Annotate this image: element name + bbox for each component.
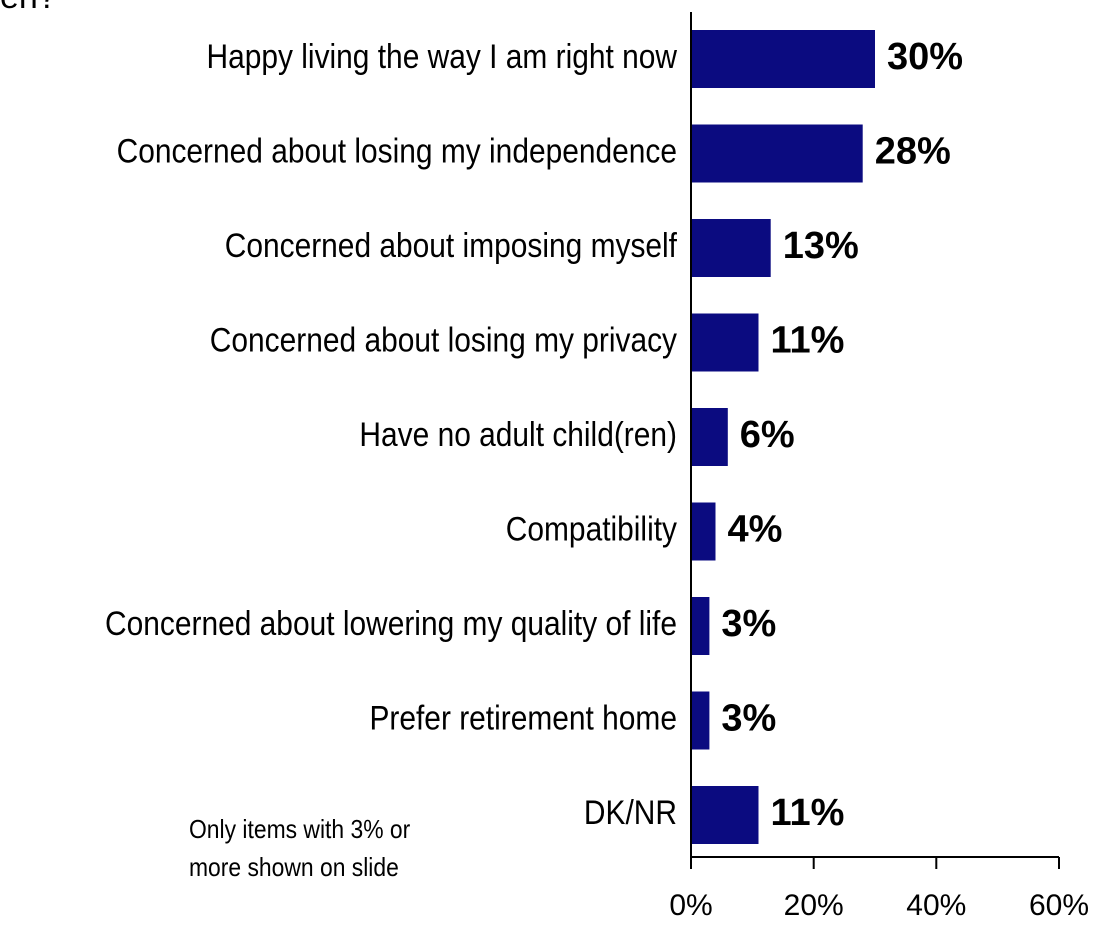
data-label: 3%	[721, 698, 776, 740]
data-label: 30%	[887, 36, 963, 78]
data-label: 11%	[771, 320, 845, 362]
data-label: 28%	[875, 131, 951, 173]
x-tick-label: 60%	[1029, 889, 1089, 922]
category-label: Compatibility	[506, 510, 677, 548]
data-label: 4%	[728, 509, 783, 551]
category-label: DK/NR	[584, 793, 677, 831]
category-label: Prefer retirement home	[369, 699, 677, 737]
bar	[691, 691, 710, 750]
category-label: Concerned about losing my privacy	[210, 321, 677, 359]
bar	[691, 313, 759, 372]
x-tick-label: 40%	[906, 889, 966, 922]
data-label: 13%	[783, 225, 859, 267]
chart-title-fragment: en?	[0, 0, 57, 17]
data-label: 3%	[721, 603, 776, 645]
data-label: 6%	[740, 414, 795, 456]
category-label: Concerned about losing my independence	[117, 132, 677, 170]
bar	[691, 408, 728, 466]
data-label: 11%	[771, 792, 845, 834]
category-label: Have no adult child(ren)	[359, 415, 677, 453]
bar	[691, 124, 863, 183]
bar	[691, 597, 710, 655]
chart-footnote: Only items with 3% or more shown on slid…	[189, 810, 410, 886]
bar	[691, 30, 875, 88]
category-label: Happy living the way I am right now	[207, 37, 678, 75]
bar	[691, 502, 716, 561]
category-label: Concerned about lowering my quality of l…	[105, 604, 677, 642]
footnote-line: Only items with 3% or	[189, 814, 411, 844]
x-tick-label: 0%	[669, 889, 712, 922]
x-tick-label: 20%	[784, 889, 844, 922]
bar	[691, 219, 771, 277]
bar	[691, 786, 759, 844]
category-label: Concerned about imposing myself	[225, 226, 677, 264]
footnote-line: more shown on slide	[189, 852, 399, 882]
